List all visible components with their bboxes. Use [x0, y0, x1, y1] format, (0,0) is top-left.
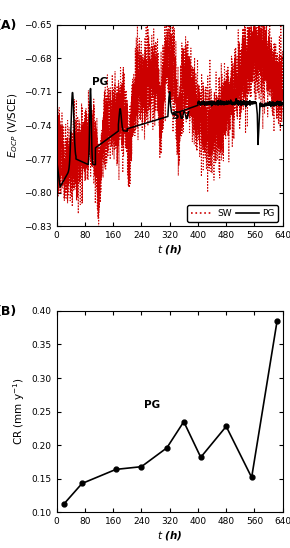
- Legend: SW, PG: SW, PG: [187, 206, 278, 222]
- Text: PG: PG: [144, 400, 160, 410]
- Y-axis label: CR (mm y$^{-1}$): CR (mm y$^{-1}$): [12, 378, 27, 446]
- Text: (A): (A): [0, 19, 17, 32]
- X-axis label: $t$ (h): $t$ (h): [157, 529, 182, 542]
- Text: (B): (B): [0, 305, 17, 318]
- X-axis label: $t$ (h): $t$ (h): [157, 243, 182, 256]
- Y-axis label: $E_{OCP}$ (V/SCE): $E_{OCP}$ (V/SCE): [6, 93, 20, 158]
- Text: SW: SW: [171, 111, 191, 121]
- Text: PG: PG: [92, 77, 108, 87]
